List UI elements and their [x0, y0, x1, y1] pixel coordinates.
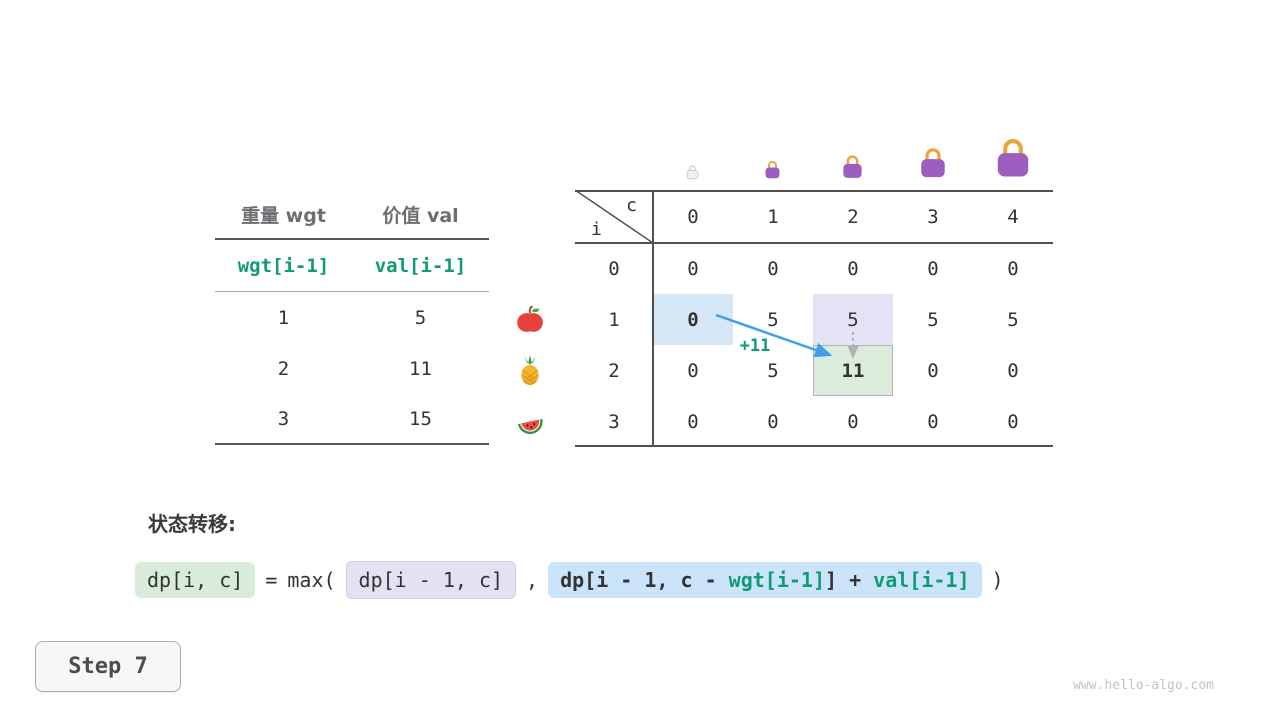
dp-col-header-0: 0 — [687, 205, 699, 228]
item-table-header-weight: 重量 wgt — [241, 204, 326, 227]
state-transition-heading: 状态转移: — [148, 512, 236, 536]
dp-cell-0-1: 0 — [767, 257, 779, 280]
item-table-formula-row: wgt[i-1] val[i-1] — [215, 240, 489, 292]
bag-icon-capacity-3 — [917, 145, 949, 184]
dp-grid: c i 0 1 2 3 4 0 0 0 0 0 0 1 0 5 5 5 5 2 … — [575, 190, 1053, 447]
dp-cell-0-3: 0 — [927, 257, 939, 280]
dp-axis-c-label: c — [626, 195, 637, 216]
watermark: www.hello-algo.com — [1073, 678, 1214, 693]
dp-cell-3-3: 0 — [927, 410, 939, 433]
formula-dp-include-item: dp[i - 1, c - wgt[i-1]] + val[i-1] — [548, 562, 982, 598]
dp-cell-1-4: 5 — [1007, 308, 1019, 331]
apple-icon — [514, 303, 546, 335]
dp-cell-2-0: 0 — [687, 359, 699, 382]
formula-include-prefix: dp[i - 1, c - — [560, 568, 729, 592]
item-3-value: 15 — [409, 407, 432, 430]
dp-col-header-2: 2 — [847, 205, 859, 228]
dp-row-header-1: 1 — [608, 308, 620, 331]
dp-cell-1-2: 5 — [813, 294, 893, 345]
dp-col-header-1: 1 — [767, 205, 779, 228]
bag-icon-capacity-1 — [763, 159, 782, 184]
dp-table-bottom-line — [575, 445, 1053, 447]
item-table: 重量 wgt 价值 val wgt[i-1] val[i-1] 1 5 2 11… — [215, 190, 489, 445]
formula-equals: = — [265, 568, 278, 592]
dp-row-header-2: 2 — [608, 359, 620, 382]
item-2-value: 11 — [409, 357, 432, 380]
formula-dp-current: dp[i, c] — [135, 562, 256, 598]
step-badge-label: Step 7 — [68, 654, 148, 679]
formula-include-wgt: wgt[i-1] — [728, 568, 825, 592]
formula-include-val: val[i-1] — [873, 568, 970, 592]
item-table-formula-wgt: wgt[i-1] — [237, 254, 330, 277]
transition-add-value-label: +11 — [739, 336, 771, 356]
formula-close-paren: ) — [991, 568, 1004, 592]
dp-cell-3-1: 0 — [767, 410, 779, 433]
dp-table-vertical-line — [652, 190, 654, 447]
dp-col-header-3: 3 — [927, 205, 939, 228]
dp-table: c i 0 1 2 3 4 0 0 0 0 0 0 1 0 5 5 5 5 2 … — [575, 190, 1053, 447]
dp-table-header-line — [575, 242, 1053, 244]
dp-cell-2-3: 0 — [927, 359, 939, 382]
dp-cell-0-2: 0 — [847, 257, 859, 280]
dp-table-top-line — [575, 190, 1053, 192]
bag-icon-capacity-4 — [992, 135, 1034, 184]
dp-cell-0-4: 0 — [1007, 257, 1019, 280]
item-2-weight: 2 — [277, 357, 290, 380]
formula-comma: , — [526, 568, 539, 592]
dp-cell-1-0: 0 — [653, 294, 733, 345]
dp-col-header-4: 4 — [1007, 205, 1019, 228]
formula-max-open: max( — [287, 568, 336, 592]
item-3-weight: 3 — [277, 407, 290, 430]
dp-cell-3-4: 0 — [1007, 410, 1019, 433]
dp-cell-3-2: 0 — [847, 410, 859, 433]
item-table-header-row: 重量 wgt 价值 val — [215, 190, 489, 240]
item-table-header-value: 价值 val — [382, 204, 459, 227]
bag-icon-capacity-0 — [685, 164, 700, 184]
item-table-formula-val: val[i-1] — [374, 254, 467, 277]
bag-icon-capacity-2 — [840, 153, 865, 184]
item-row-3: 3 15 — [215, 394, 489, 445]
dp-corner-cell: c i — [575, 190, 653, 243]
state-transition-formula: dp[i, c] = max( dp[i - 1, c] , dp[i - 1,… — [135, 560, 1004, 600]
formula-include-mid: ] + — [825, 568, 874, 592]
step-badge: Step 7 — [35, 641, 181, 692]
item-1-weight: 1 — [277, 306, 290, 329]
dp-cell-1-3: 5 — [927, 308, 939, 331]
dp-row-header-3: 3 — [608, 410, 620, 433]
pineapple-icon — [514, 354, 546, 386]
item-row-2: 2 11 — [215, 343, 489, 394]
item-1-value: 5 — [414, 306, 427, 329]
dp-cell-2-2: 11 — [813, 345, 893, 396]
watermelon-icon — [514, 405, 546, 437]
dp-axis-i-label: i — [591, 219, 602, 240]
dp-row-header-0: 0 — [608, 257, 620, 280]
formula-dp-exclude-item: dp[i - 1, c] — [345, 561, 517, 599]
dp-cell-2-1: 5 — [767, 359, 779, 382]
dp-cell-2-4: 0 — [1007, 359, 1019, 382]
item-row-1: 1 5 — [215, 292, 489, 343]
dp-cell-3-0: 0 — [687, 410, 699, 433]
dp-cell-0-0: 0 — [687, 257, 699, 280]
